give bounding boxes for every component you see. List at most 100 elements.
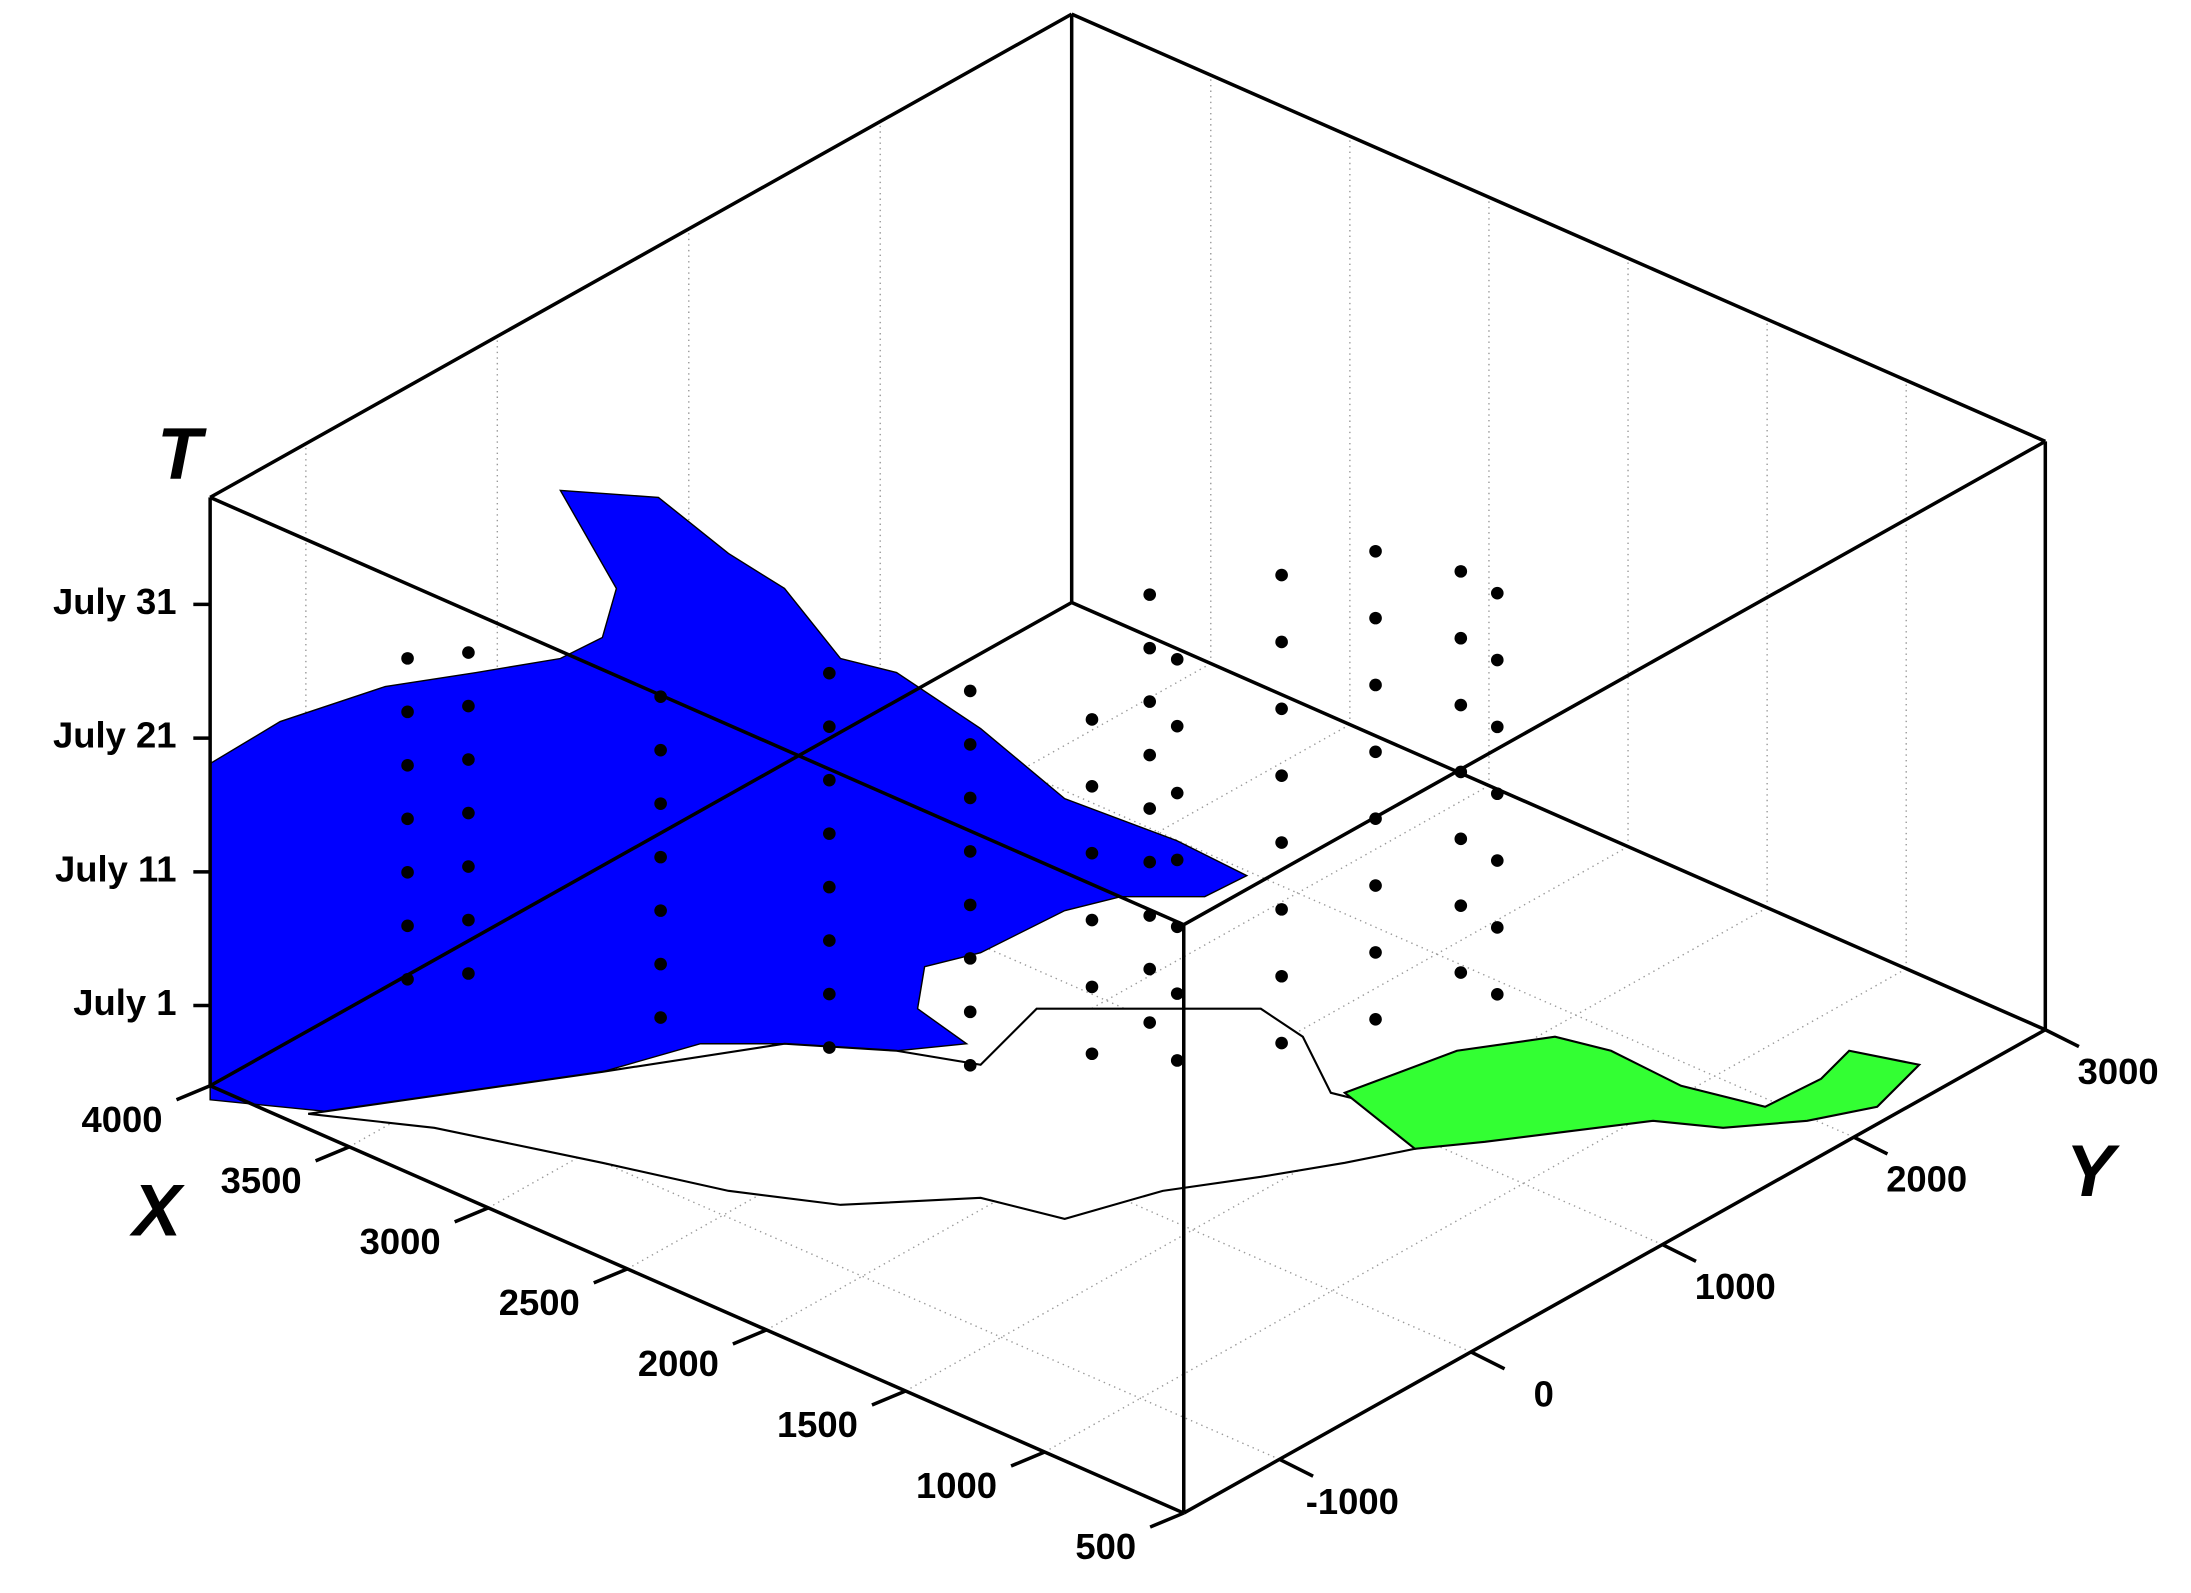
box-edge [1070,600,2047,1032]
data-point [1085,1047,1099,1061]
data-point [1490,921,1504,934]
z-tick-label: July 31 [53,581,176,622]
data-point [1490,586,1504,600]
data-point [823,773,836,787]
data-point [1170,786,1184,800]
data-point [1275,969,1288,983]
data-point [1369,879,1382,892]
data-point [1170,853,1184,867]
y-tick [1853,1135,1889,1156]
y-tick [1470,1350,1506,1371]
x-tick [871,1389,907,1407]
data-point [462,753,475,766]
y-tick-label: -1000 [1306,1481,1399,1522]
data-point [401,652,414,665]
data-point [654,904,667,917]
x-tick [314,1145,350,1163]
data-point [1143,695,1157,708]
data-point [963,845,977,858]
x-tick [454,1206,489,1224]
data-point [462,699,475,713]
data-point [1143,855,1157,869]
x-tick [732,1328,768,1346]
y-tick-label: 0 [1534,1373,1554,1414]
data-point [462,806,475,820]
data-point [462,646,475,659]
z-tick-label: July 1 [73,982,176,1023]
data-point [1490,854,1504,867]
data-point [1490,653,1504,667]
x-tick-label: 3500 [221,1160,302,1201]
data-point [823,827,836,840]
data-point [1275,1036,1288,1050]
data-point [654,957,667,971]
y-tick-label: 1000 [1695,1266,1776,1307]
z-tick-label: July 11 [55,848,176,889]
y-tick [1278,1457,1314,1478]
x-tick [593,1267,629,1285]
box-edge [1182,1028,2047,1515]
x-tick-label: 4000 [82,1099,163,1140]
data-point [654,850,667,864]
data-point [1454,698,1468,712]
data-point [1143,588,1157,601]
data-point [1275,635,1288,649]
x-axis-title: X [129,1170,186,1251]
map-central-america [1342,1035,1922,1150]
x-tick-label: 1500 [777,1404,858,1445]
data-point [1454,966,1468,979]
data-point [401,759,414,772]
x-tick-label: 2000 [638,1343,719,1384]
data-point [1369,745,1382,759]
data-point [1275,568,1288,582]
data-point [462,913,475,927]
x-tick [175,1084,211,1102]
y-axis-title: Y [2066,1131,2121,1212]
data-point [823,934,836,947]
y-tick-label: 2000 [1886,1159,1967,1200]
data-point [963,738,977,751]
x-tick-label: 2500 [499,1282,580,1323]
data-point [823,987,836,1001]
data-point [1369,946,1382,959]
point-layer [401,544,1504,1072]
data-point [1170,719,1184,733]
box-edge [1182,439,2047,927]
x-tick-label: 500 [1075,1526,1136,1567]
data-point [462,860,475,873]
data-point [1143,748,1157,762]
data-point [963,791,977,805]
box-edge [209,495,1185,927]
data-point [401,812,414,826]
data-point [1275,836,1288,849]
map-mexico [308,1007,1417,1220]
data-point [1275,769,1288,782]
data-point [823,1041,836,1054]
data-point [1275,903,1288,916]
data-point [963,1005,977,1019]
data-point [1085,913,1099,927]
data-point [1275,702,1288,716]
data-point [1369,544,1382,558]
data-point [823,880,836,894]
box-edge [1070,12,2047,443]
data-point [401,866,414,879]
data-point [1170,1054,1184,1067]
data-point [1454,565,1468,578]
data-point [401,705,414,719]
data-point [401,919,414,933]
x-tick-label: 3000 [360,1221,441,1262]
data-point [963,684,977,698]
data-point [1369,1012,1382,1026]
data-point [462,967,475,980]
data-point [654,797,667,810]
data-point [1490,720,1504,734]
data-point [1143,641,1157,655]
x-tick-label: 1000 [916,1465,997,1506]
z-tick-label: July 21 [53,715,176,756]
data-point [1454,832,1468,846]
data-point [1369,611,1382,625]
box-edge [209,12,1073,499]
data-point [963,952,977,965]
